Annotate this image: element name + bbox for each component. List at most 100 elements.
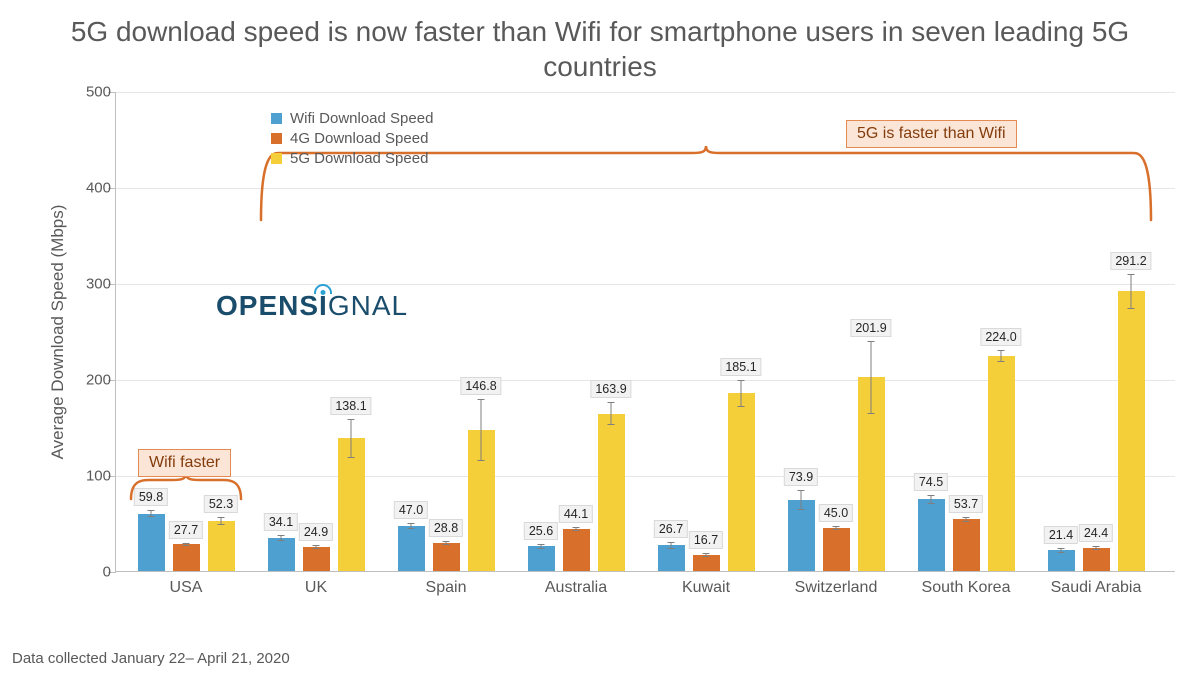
bar-value-label: 45.0 xyxy=(819,504,853,522)
bar-wifi xyxy=(1048,550,1075,571)
y-tick-label: 500 xyxy=(71,84,111,101)
bar-value-label: 73.9 xyxy=(784,468,818,486)
logo-text-b: I xyxy=(319,290,328,321)
x-category-label: Saudi Arabia xyxy=(1051,579,1142,597)
bar-value-label: 47.0 xyxy=(394,501,428,519)
bar-wifi xyxy=(398,526,425,571)
legend-swatch xyxy=(271,133,282,144)
plot-area: Average Download Speed (Mbps) Wifi Downl… xyxy=(115,92,1175,572)
bar-value-label: 74.5 xyxy=(914,473,948,491)
bar-g4 xyxy=(173,544,200,571)
error-bar xyxy=(281,535,282,541)
error-bar xyxy=(611,402,612,425)
error-bar xyxy=(481,399,482,460)
opensignal-logo: OPENSIGNAL xyxy=(216,290,408,322)
chart-title: 5G download speed is now faster than Wif… xyxy=(0,0,1200,90)
bar-value-label: 163.9 xyxy=(590,380,631,398)
x-category-label: Kuwait xyxy=(682,579,730,597)
bar-g5 xyxy=(858,377,885,571)
bar-value-label: 291.2 xyxy=(1110,252,1151,270)
legend-label: 4G Download Speed xyxy=(290,130,428,147)
x-category-label: Switzerland xyxy=(795,579,878,597)
error-bar xyxy=(186,543,187,547)
bar-value-label: 146.8 xyxy=(460,377,501,395)
x-category-label: Australia xyxy=(545,579,607,597)
bar-wifi xyxy=(268,538,295,571)
error-bar xyxy=(316,545,317,549)
bar-value-label: 185.1 xyxy=(720,358,761,376)
error-bar xyxy=(1096,546,1097,550)
bar-g4 xyxy=(433,543,460,571)
bar-value-label: 138.1 xyxy=(330,397,371,415)
bar-g5 xyxy=(1118,291,1145,571)
bar-value-label: 24.9 xyxy=(299,523,333,541)
error-bar xyxy=(1001,350,1002,362)
bar-value-label: 34.1 xyxy=(264,513,298,531)
error-bar xyxy=(1131,274,1132,309)
bar-wifi xyxy=(658,545,685,571)
bar-value-label: 16.7 xyxy=(689,531,723,549)
bar-wifi xyxy=(788,500,815,571)
error-bar xyxy=(446,541,447,545)
legend-swatch xyxy=(271,113,282,124)
error-bar xyxy=(541,544,542,550)
bar-g5 xyxy=(468,430,495,571)
bar-value-label: 53.7 xyxy=(949,495,983,513)
bar-value-label: 26.7 xyxy=(654,520,688,538)
error-bar xyxy=(871,341,872,414)
error-bar xyxy=(706,553,707,557)
x-category-label: South Korea xyxy=(922,579,1011,597)
bar-g4 xyxy=(1083,548,1110,571)
error-bar xyxy=(836,526,837,530)
bar-value-label: 224.0 xyxy=(980,328,1021,346)
error-bar xyxy=(931,495,932,505)
error-bar xyxy=(741,380,742,407)
bar-g5 xyxy=(728,393,755,571)
bar-g5 xyxy=(338,438,365,571)
x-category-label: UK xyxy=(305,579,327,597)
y-tick-label: 0 xyxy=(71,564,111,581)
logo-text-a: OPENS xyxy=(216,290,319,321)
brace-wifi-icon xyxy=(111,477,261,529)
logo-text-c: GNAL xyxy=(328,290,408,321)
bar-g4 xyxy=(303,547,330,571)
bar-value-label: 201.9 xyxy=(850,319,891,337)
bar-g4 xyxy=(693,555,720,571)
bar-wifi xyxy=(528,546,555,571)
error-bar xyxy=(966,517,967,523)
bar-wifi xyxy=(918,499,945,571)
legend-item: 5G Download Speed xyxy=(271,150,433,167)
x-category-label: Spain xyxy=(426,579,467,597)
error-bar xyxy=(671,542,672,550)
legend-label: 5G Download Speed xyxy=(290,150,428,167)
y-tick-label: 200 xyxy=(71,372,111,389)
bar-g5 xyxy=(988,356,1015,571)
bar-g4 xyxy=(953,519,980,571)
bar-g5 xyxy=(598,414,625,571)
error-bar xyxy=(411,523,412,529)
bar-value-label: 24.4 xyxy=(1079,524,1113,542)
y-tick-label: 300 xyxy=(71,276,111,293)
bar-value-label: 44.1 xyxy=(559,505,593,523)
error-bar xyxy=(801,490,802,509)
bar-value-label: 28.8 xyxy=(429,519,463,537)
legend-label: Wifi Download Speed xyxy=(290,110,433,127)
footnote: Data collected January 22– April 21, 202… xyxy=(12,650,290,667)
bar-value-label: 25.6 xyxy=(524,522,558,540)
y-tick-label: 100 xyxy=(71,468,111,485)
error-bar xyxy=(351,419,352,457)
y-tick-label: 400 xyxy=(71,180,111,197)
bar-value-label: 21.4 xyxy=(1044,526,1078,544)
bar-g4 xyxy=(823,528,850,571)
y-axis-label: Average Download Speed (Mbps) xyxy=(48,204,68,459)
annotation-5g-faster: 5G is faster than Wifi xyxy=(846,120,1017,148)
error-bar xyxy=(576,527,577,531)
annotation-wifi-faster: Wifi faster xyxy=(138,449,231,477)
legend-item: Wifi Download Speed xyxy=(271,110,433,127)
legend-item: 4G Download Speed xyxy=(271,130,433,147)
legend-swatch xyxy=(271,153,282,164)
bar-g4 xyxy=(563,529,590,571)
chart-container: Average Download Speed (Mbps) Wifi Downl… xyxy=(75,92,1175,617)
error-bar xyxy=(1061,548,1062,554)
x-category-label: USA xyxy=(170,579,203,597)
